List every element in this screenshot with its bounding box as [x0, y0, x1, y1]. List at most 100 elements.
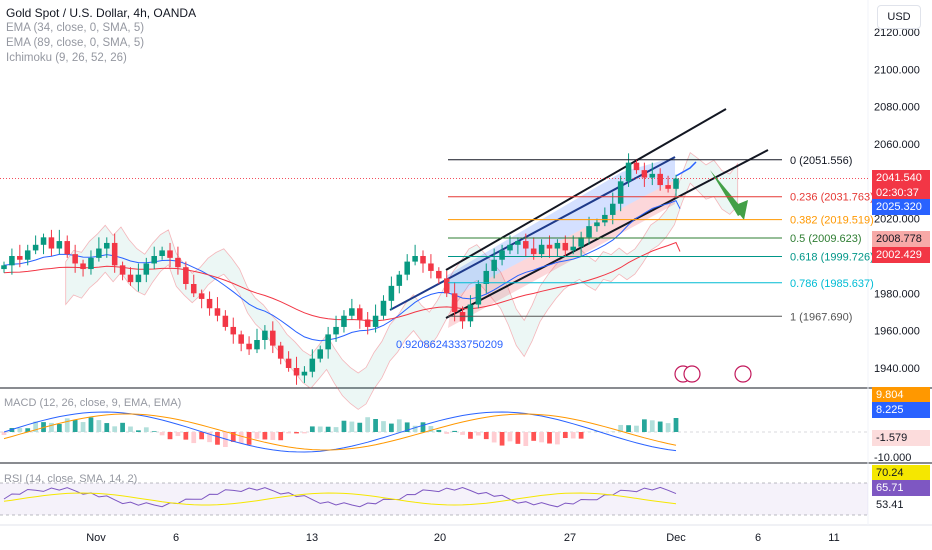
macd-histogram-bar	[523, 432, 529, 446]
candle-body	[24, 250, 31, 260]
ema89-price-tag[interactable]: 2002.429	[872, 247, 930, 263]
candle-body	[349, 308, 355, 316]
macd-histogram-bar	[412, 425, 418, 432]
symbol-title[interactable]: Gold Spot / U.S. Dollar, 4h, OANDA	[6, 6, 197, 20]
macd-histogram-bar	[468, 432, 473, 439]
candle-body	[127, 274, 134, 283]
candle-body	[451, 293, 458, 312]
candle-body	[183, 267, 189, 284]
drawings-layer[interactable]	[0, 108, 868, 328]
price-tick: 2120.000	[874, 27, 920, 39]
countdown-tag[interactable]: 02:30:37	[872, 185, 930, 201]
candle-body	[270, 330, 276, 346]
legend-ichimoku[interactable]: Ichimoku (9, 26, 52, 26)	[6, 52, 127, 64]
macd-histogram-tag[interactable]: -1.579	[872, 430, 930, 446]
macd-histogram-bar	[396, 419, 402, 432]
macd-signal-line	[3, 413, 677, 451]
candle-body	[32, 244, 39, 251]
fib-level-label: 0.382 (2019.519)	[790, 215, 874, 227]
rsi-legend[interactable]: RSI (14, close, SMA, 14, 2)	[4, 473, 138, 485]
candle-body	[546, 244, 553, 249]
candle-body	[151, 256, 157, 264]
fib-level-label: 1 (1967.690)	[790, 311, 852, 323]
candle-body	[633, 162, 640, 171]
trendline-lower[interactable]	[445, 149, 769, 319]
candle-body	[436, 270, 442, 279]
macd-histogram-bar	[191, 432, 197, 444]
macd-histogram-bar	[294, 432, 299, 434]
candle-body	[111, 242, 118, 266]
candle-body	[530, 248, 537, 255]
macd-histogram-bar	[499, 432, 505, 446]
candle-body	[609, 203, 616, 215]
ichimoku-price-tag[interactable]: 2008.778	[872, 231, 930, 247]
candle-body	[602, 214, 608, 223]
macd-histogram-bar	[634, 425, 639, 432]
macd-histogram-bar	[199, 432, 205, 440]
channel-line[interactable]	[389, 156, 676, 311]
trendline-upper[interactable]	[445, 108, 727, 271]
candle-body	[175, 257, 181, 268]
economic-event-icon[interactable]	[734, 365, 752, 383]
rsi-ma-tag[interactable]: 70.24	[872, 465, 930, 481]
macd-pane[interactable]: -10.000	[0, 411, 911, 464]
macd-legend[interactable]: MACD (12, 26, close, 9, EMA, EMA)	[4, 397, 182, 409]
macd-histogram-bar	[420, 422, 426, 432]
macd-histogram-bar	[460, 432, 465, 435]
macd-histogram-bar	[143, 427, 149, 432]
time-tick: 27	[564, 532, 576, 544]
last-price-tag[interactable]: 2041.540	[872, 170, 930, 186]
currency-button[interactable]: USD	[877, 5, 921, 29]
rsi-ma-line	[3, 492, 677, 506]
candle-body	[515, 241, 521, 245]
rsi-pane[interactable]	[0, 482, 868, 516]
macd-histogram-bar	[33, 421, 38, 432]
macd-histogram-bar	[562, 432, 568, 439]
candle-body	[657, 173, 663, 186]
macd-histogram-bar	[120, 422, 125, 432]
event-icons[interactable]	[674, 365, 752, 383]
macd-histogram-bar	[665, 423, 671, 432]
macd-histogram-bar	[452, 430, 458, 432]
macd-histogram-bar	[49, 422, 54, 432]
candle-body	[293, 368, 300, 376]
time-tick: 6	[755, 532, 761, 544]
macd-histogram-bar	[657, 421, 663, 432]
candle-body	[214, 308, 221, 316]
economic-event-icon[interactable]	[683, 365, 701, 383]
candle-body	[104, 242, 110, 249]
candle-body	[143, 263, 150, 275]
macd-histogram-bar	[444, 432, 450, 434]
macd-value-tag[interactable]: 8.225	[872, 402, 930, 418]
candle-body	[64, 241, 71, 255]
rsi-band	[0, 483, 868, 515]
macd-histogram-bar	[325, 426, 331, 432]
macd-histogram-bar	[286, 432, 291, 434]
fibonacci-retracement[interactable]: 0 (2051.556) 0.236 (2031.763) 0.382 (2019.…	[448, 155, 874, 324]
legend-ema89[interactable]: EMA (89, close, 0, SMA, 5)	[6, 37, 145, 49]
projection-arrow[interactable]	[675, 161, 697, 177]
macd-signal-tag[interactable]: 9.804	[872, 387, 930, 403]
bearish-arrow[interactable]	[710, 170, 745, 216]
channel-fill	[448, 180, 675, 328]
time-axis[interactable]: Nov 6 13 20 27 Dec 6 11	[86, 532, 839, 544]
macd-histogram-bar	[128, 426, 133, 432]
macd-histogram-bar	[507, 432, 513, 442]
rsi-value-tag[interactable]: 65.71	[872, 480, 930, 496]
channel-fill	[446, 157, 675, 298]
candle-body	[238, 334, 244, 344]
time-tick: 11	[828, 532, 839, 544]
ema34-price-tag[interactable]: 2025.320	[872, 199, 930, 215]
rsi-level-tag[interactable]: 53.41	[872, 497, 930, 513]
time-tick: Nov	[86, 532, 106, 544]
candle-body	[443, 278, 450, 294]
fib-level-label: 0.786 (1985.637)	[790, 278, 874, 290]
candle-body	[135, 274, 142, 283]
legend-ema34[interactable]: EMA (34, close, 0, SMA, 5)	[6, 22, 145, 34]
macd-histogram-bar	[341, 420, 347, 432]
candle-body	[159, 250, 165, 256]
candle-body	[523, 241, 529, 249]
macd-histogram-bar	[642, 419, 647, 432]
candle-body	[364, 319, 371, 327]
